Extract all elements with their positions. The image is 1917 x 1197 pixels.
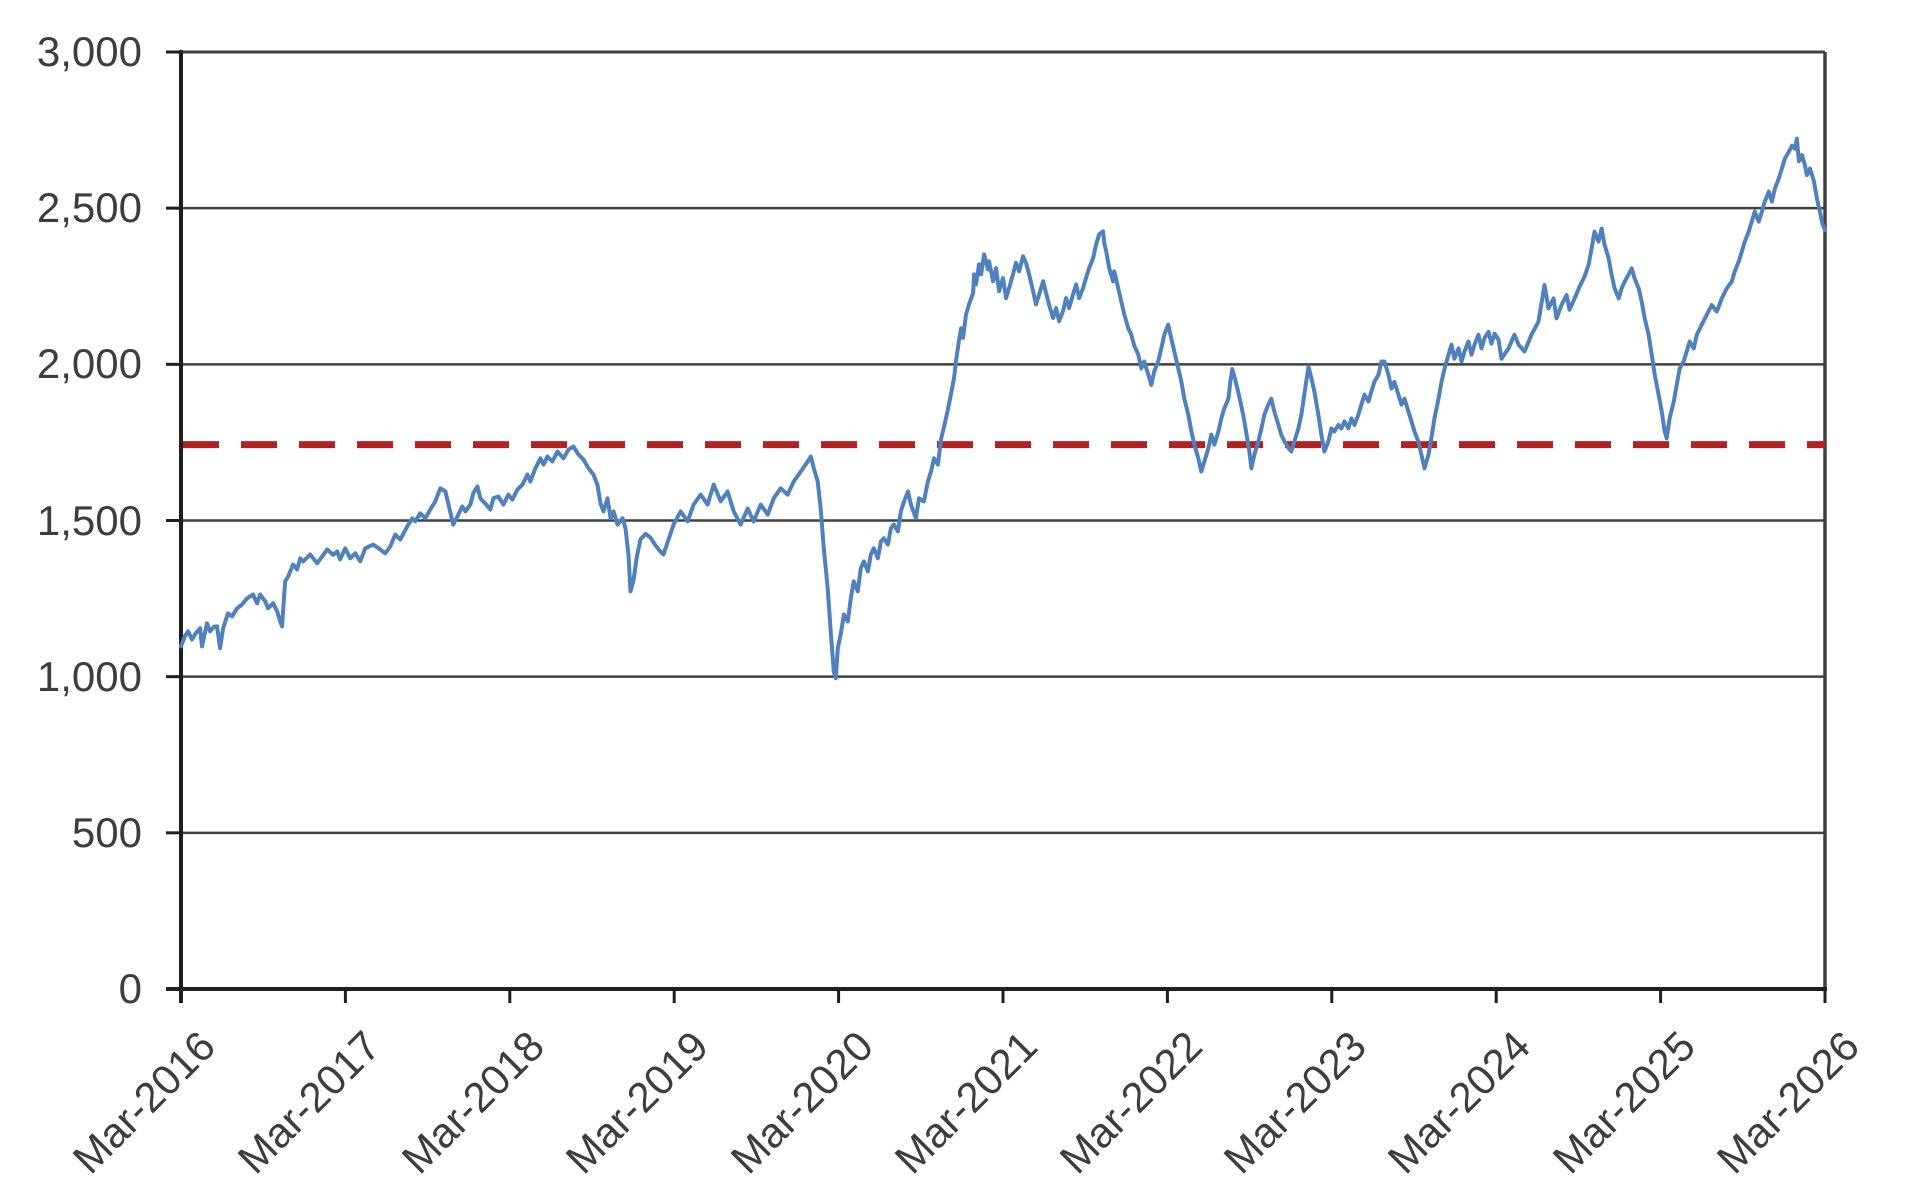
y-tick-label: 2,500 [36,184,142,232]
y-tick-label: 2,000 [36,340,142,388]
y-tick-label: 3,000 [36,28,142,75]
y-tick-label: 1,500 [36,496,142,544]
index-series-line [179,136,1827,681]
y-tick-label: 0 [118,965,142,1012]
y-tick-label: 1,000 [36,652,142,700]
y-tick-label: 500 [71,808,142,856]
